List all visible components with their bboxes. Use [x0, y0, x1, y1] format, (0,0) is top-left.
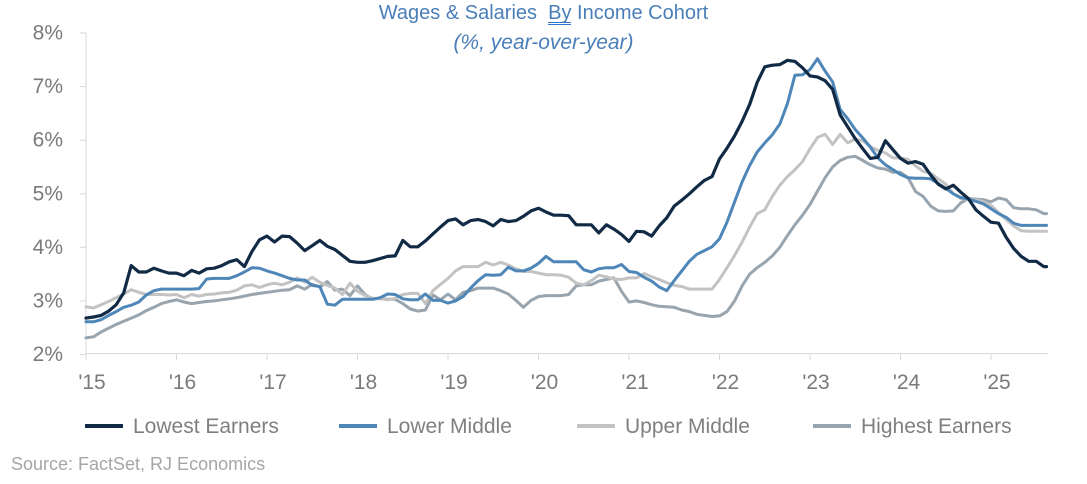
svg-text:6%: 6% — [33, 129, 63, 152]
svg-text:'16: '16 — [169, 371, 196, 394]
svg-text:'15: '15 — [78, 371, 105, 394]
svg-text:'24: '24 — [893, 371, 921, 394]
svg-text:5%: 5% — [33, 182, 63, 205]
svg-text:3%: 3% — [33, 289, 63, 312]
svg-text:'18: '18 — [350, 371, 377, 394]
svg-text:7%: 7% — [33, 75, 63, 98]
svg-text:'20: '20 — [531, 371, 558, 394]
svg-text:2%: 2% — [33, 343, 63, 366]
svg-text:'25: '25 — [983, 371, 1010, 394]
svg-text:'22: '22 — [712, 371, 739, 394]
svg-text:'23: '23 — [802, 371, 829, 394]
svg-text:4%: 4% — [33, 236, 63, 259]
svg-text:'17: '17 — [259, 371, 286, 394]
svg-text:8%: 8% — [33, 22, 63, 45]
svg-text:'21: '21 — [621, 371, 648, 394]
svg-text:'19: '19 — [440, 371, 467, 394]
